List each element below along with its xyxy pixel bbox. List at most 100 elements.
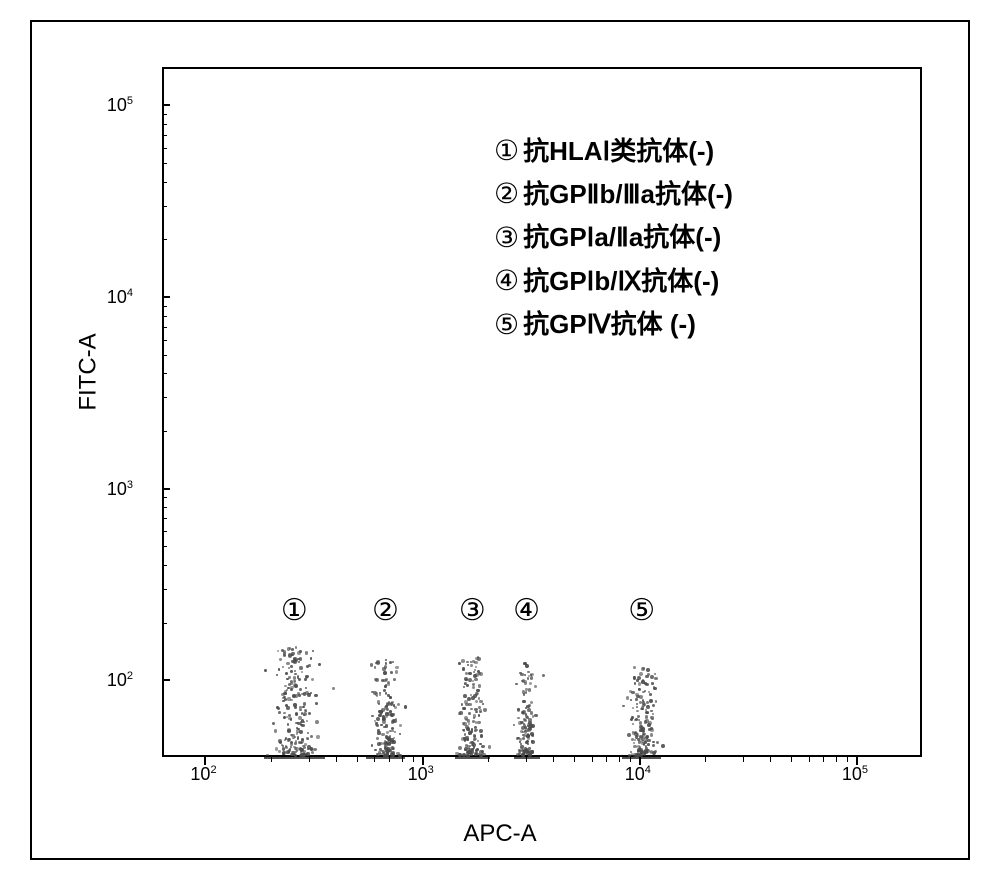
data-point: [478, 706, 481, 709]
data-point: [295, 713, 298, 716]
y-tick-label: 102: [107, 670, 133, 691]
data-point: [652, 713, 654, 715]
data-point: [655, 700, 658, 703]
data-point: [299, 657, 302, 660]
data-point: [381, 733, 384, 736]
x-axis-label: APC-A: [463, 820, 536, 848]
data-point: [524, 674, 526, 676]
y-minor-tick: [162, 163, 167, 164]
x-tick-label: 102: [190, 764, 216, 785]
data-point: [643, 743, 645, 745]
data-point: [652, 744, 655, 747]
legend-number-icon: ②: [494, 172, 519, 215]
data-point: [480, 734, 483, 737]
legend-text: 抗GPⅠa/Ⅱa抗体(-): [523, 217, 721, 257]
data-point: [526, 734, 529, 737]
data-point: [276, 674, 279, 677]
data-point: [390, 671, 393, 674]
data-point: [649, 699, 653, 703]
data-point: [399, 724, 402, 727]
y-minor-tick: [162, 206, 167, 207]
data-point: [626, 696, 630, 700]
data-point: [636, 706, 638, 708]
y-tick-mark: [162, 488, 170, 490]
data-point: [290, 699, 292, 701]
data-point: [279, 658, 283, 662]
legend-number-icon: ⑤: [494, 303, 519, 346]
data-point: [293, 658, 295, 660]
x-tick-label: 104: [625, 764, 651, 785]
data-point: [376, 724, 379, 727]
data-point: [285, 672, 288, 675]
data-point: [314, 694, 317, 697]
data-point: [275, 747, 278, 750]
data-point: [399, 733, 401, 735]
data-point: [523, 693, 525, 695]
data-point: [633, 666, 636, 669]
data-point: [315, 720, 319, 724]
data-point: [529, 754, 531, 756]
data-point: [370, 663, 374, 667]
data-point: [288, 676, 291, 679]
data-point: [661, 744, 665, 748]
data-point: [542, 674, 545, 677]
data-point: [304, 743, 307, 746]
data-point: [390, 713, 394, 717]
data-point: [303, 702, 306, 705]
data-point: [306, 720, 308, 722]
data-point: [376, 717, 380, 721]
data-point: [473, 671, 475, 673]
data-point: [513, 724, 516, 727]
data-point: [534, 714, 538, 718]
data-point: [475, 666, 477, 668]
y-tick-label: 103: [107, 479, 133, 500]
data-point: [483, 708, 487, 712]
data-point: [376, 695, 378, 697]
legend-text: 抗GPⅠb/Ⅸ抗体(-): [523, 261, 719, 301]
data-point: [482, 703, 484, 705]
data-point: [468, 672, 471, 675]
y-minor-tick: [162, 135, 167, 136]
data-point: [299, 706, 302, 709]
y-minor-tick: [162, 327, 167, 328]
data-point: [458, 712, 461, 715]
data-point: [525, 707, 527, 709]
data-point: [652, 704, 655, 707]
data-point: [637, 676, 641, 680]
data-point: [377, 729, 380, 732]
cluster-label: ④: [513, 593, 540, 628]
data-point: [387, 681, 390, 684]
legend-box: ①抗HLAⅠ类抗体(-)②抗GPⅡb/Ⅲa抗体(-)③抗GPⅠa/Ⅱa抗体(-)…: [494, 129, 733, 346]
data-point: [312, 650, 314, 652]
data-point: [467, 719, 470, 722]
data-point: [296, 729, 299, 732]
data-point: [304, 678, 306, 680]
data-point: [391, 746, 394, 749]
data-point: [461, 703, 464, 706]
y-minor-tick: [162, 507, 167, 508]
data-point: [290, 665, 293, 668]
data-point: [389, 661, 392, 664]
data-point: [388, 742, 391, 745]
data-point: [656, 741, 659, 744]
data-point: [311, 678, 314, 681]
data-point: [376, 661, 380, 665]
data-point: [472, 686, 476, 690]
x-minor-tick: [606, 757, 607, 762]
data-point: [646, 701, 649, 704]
y-minor-tick: [162, 565, 167, 566]
data-point: [465, 725, 469, 729]
data-point: [479, 672, 483, 676]
y-minor-tick: [162, 182, 167, 183]
data-point: [306, 752, 310, 756]
data-point: [636, 703, 638, 705]
data-point: [647, 739, 650, 742]
data-point: [473, 746, 475, 748]
data-point: [531, 734, 534, 737]
data-point: [290, 743, 293, 746]
data-point: [520, 745, 523, 748]
y-minor-tick: [162, 373, 167, 374]
data-point: [293, 680, 296, 683]
data-point: [289, 748, 291, 750]
data-point: [627, 733, 631, 737]
